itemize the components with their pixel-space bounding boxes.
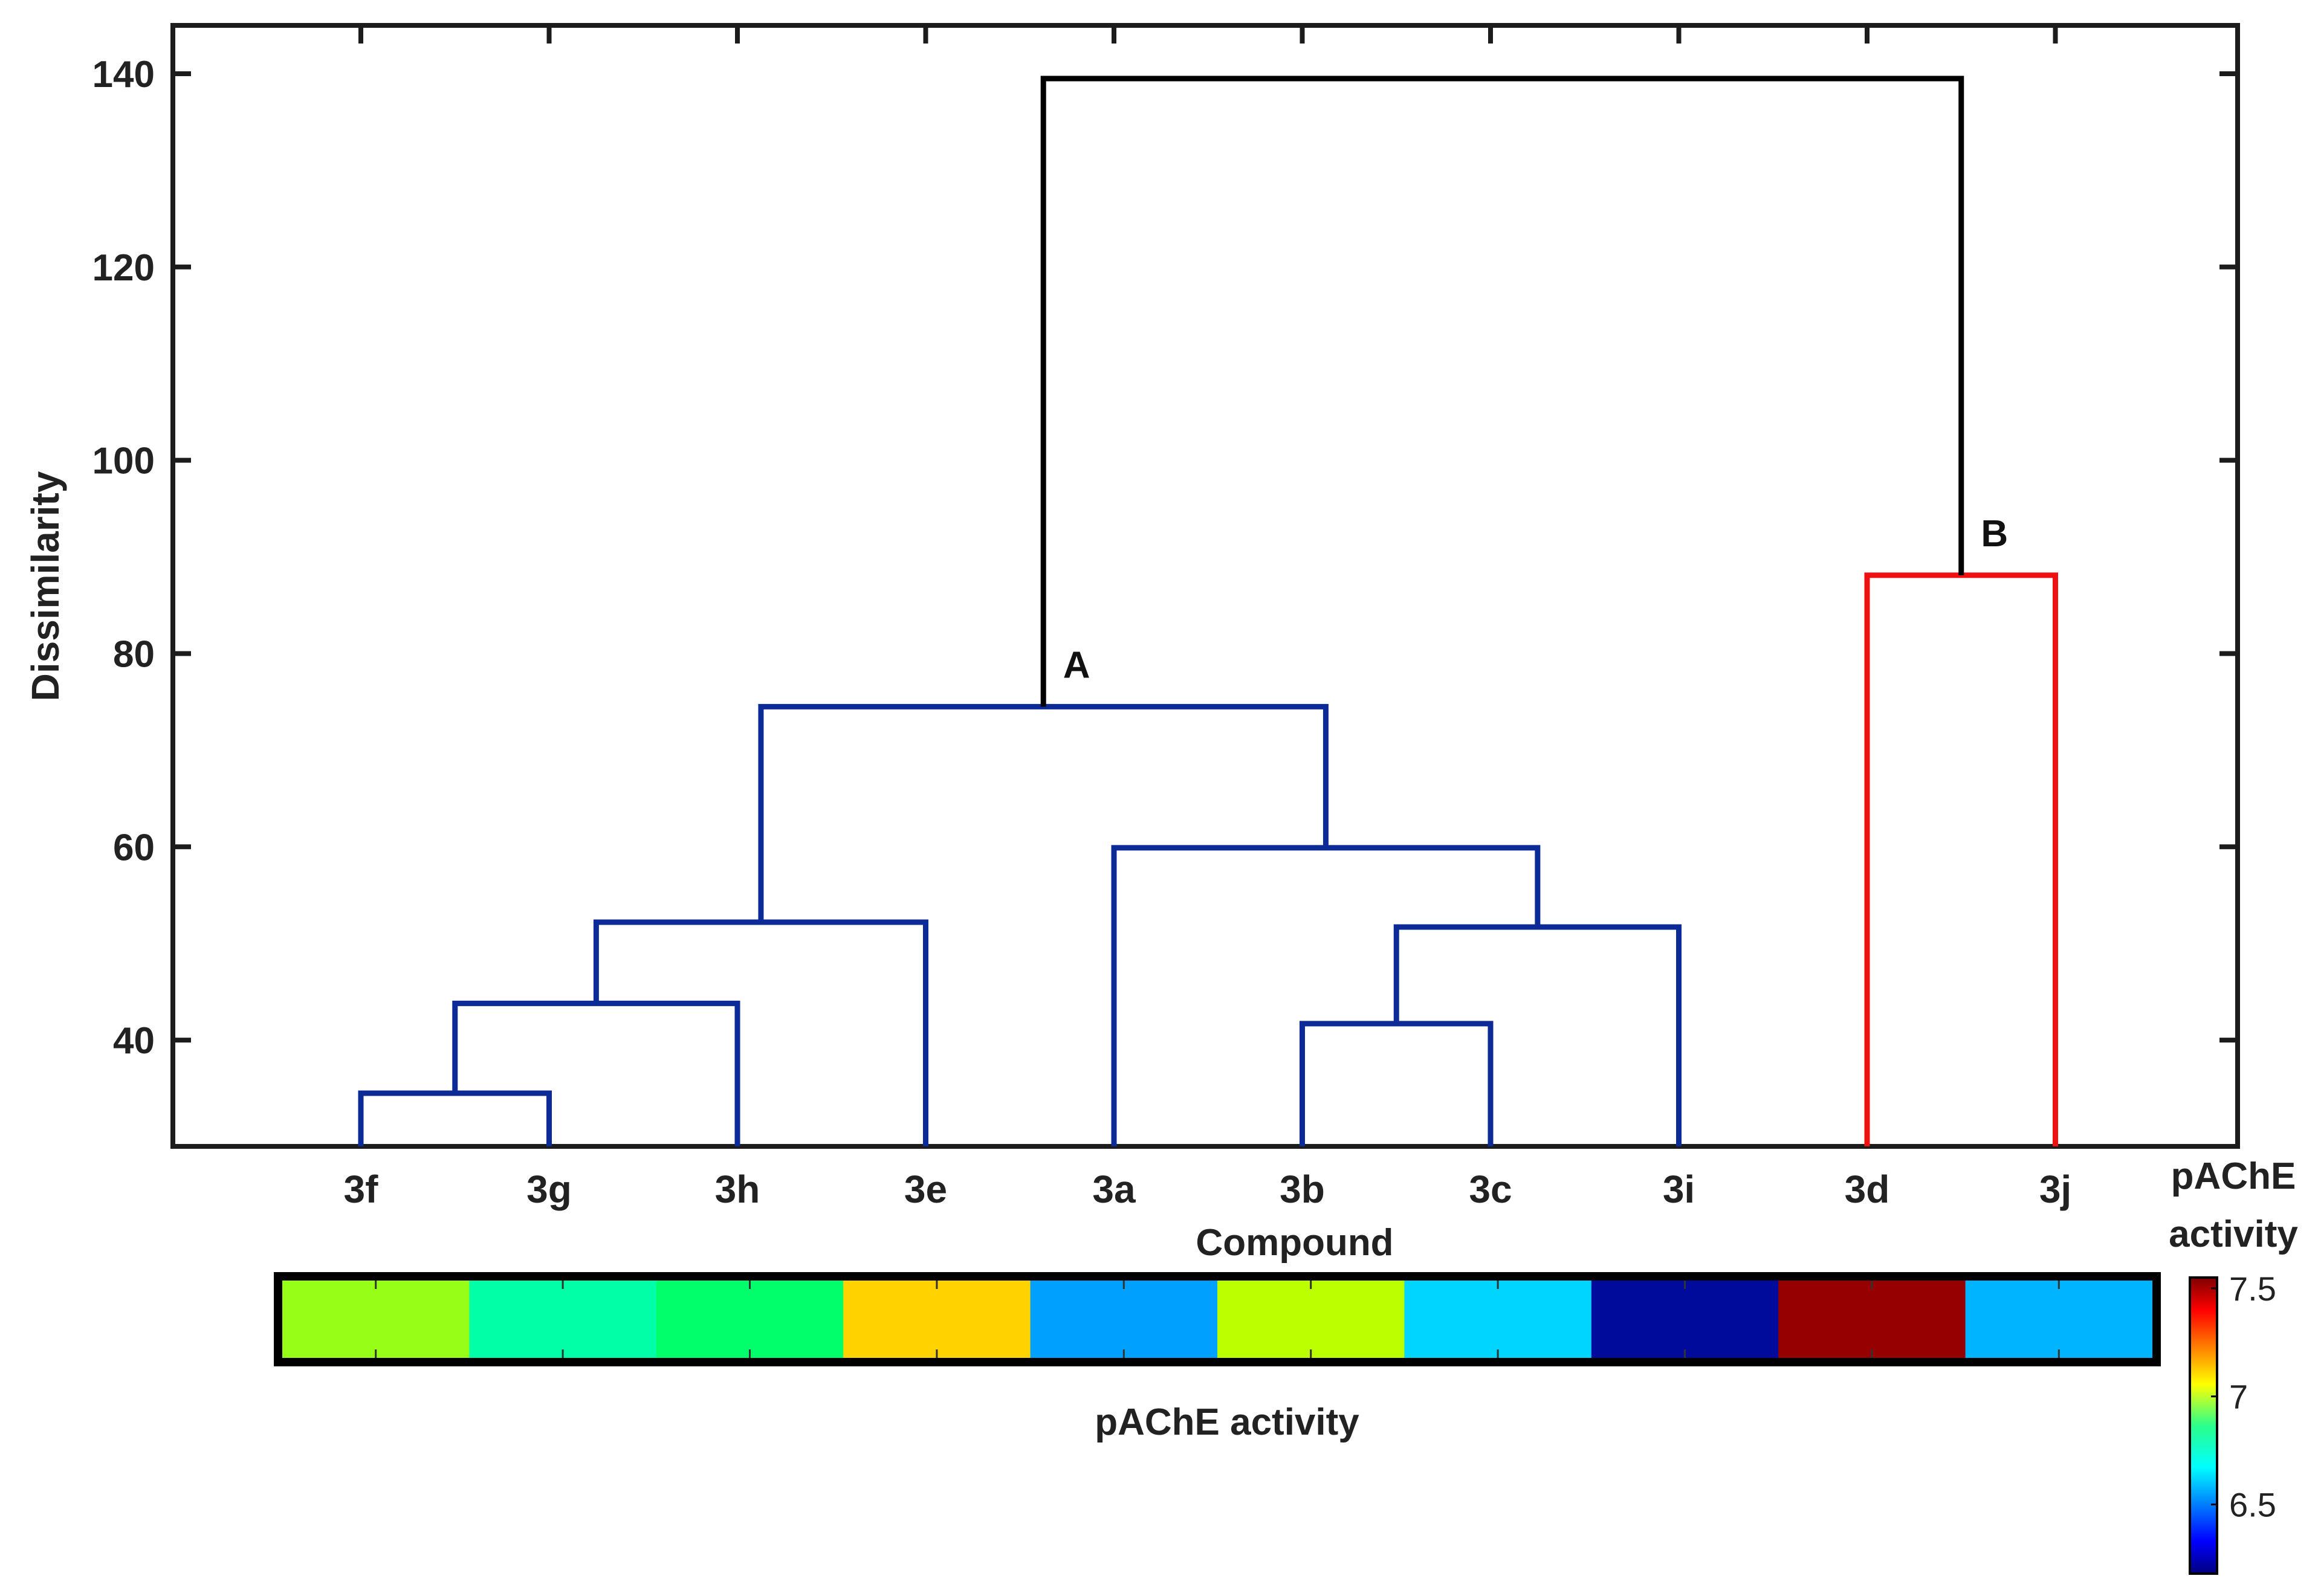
leaf-label-3b: 3b [1280,1168,1325,1211]
leaf-label-3g: 3g [526,1168,572,1211]
heatmap-cell-3a [1030,1281,1218,1358]
heatmap-strip [282,1281,2153,1358]
heatmap-frame [274,1272,2161,1366]
heatmap-cell-3f [282,1281,470,1358]
y-tick-label: 100 [92,441,155,482]
heatmap-cell-3i [1591,1281,1779,1358]
colorbar-tick-label: 7 [2229,1378,2248,1416]
dendrogram-link-A-B [1040,76,1964,707]
cluster-label-A: A [1063,644,1090,686]
colorbar-ticks: 6.5 7 7.5 [2211,1270,2276,1524]
heatmap-label: pAChE activity [1095,1401,1359,1443]
leaf-label-3d: 3d [1845,1168,1890,1211]
y-axis-label: Dissimilarity [24,471,67,701]
leaf-label-3a: 3a [1092,1168,1136,1211]
dendrogram-link-3f-3g [358,1090,552,1146]
plot-frame [170,23,2240,1149]
colorbar-title-line2: activity [2169,1213,2298,1255]
y-tick-label: 60 [113,827,155,868]
leaf-label-3h: 3h [715,1168,760,1211]
leaf-label-3j: 3j [2039,1168,2071,1211]
colorbar-tick-label: 7.5 [2229,1270,2276,1308]
y-tick-label: 40 [113,1020,155,1062]
dendrogram-link-3f+3g-3h [452,1000,740,1146]
dendrogram-link-3b+3c-3i [1393,924,1682,1146]
dendrogram-links [358,76,2058,1146]
cluster-labels: AB [1063,513,2008,686]
leaf-label-3c: 3c [1469,1168,1512,1211]
leaf-labels: 3f 3g 3h 3e 3a 3b 3c 3i 3d 3j [344,1168,2072,1211]
x-axis-label: Compound [1196,1222,1393,1264]
y-tick-label: 120 [92,247,155,289]
heatmap-cell-3e [843,1281,1031,1358]
heatmap-cell-3g [469,1281,657,1358]
heatmap-cell-3b [1217,1281,1405,1358]
colorbar-tick-label: 6.5 [2229,1486,2276,1524]
colorbar-title-line1: pAChE [2171,1155,2296,1197]
heatmap-cell-3c [1404,1281,1592,1358]
y-axis: 40 60 80 100 120 140 [92,25,2238,1146]
heatmap-cell-3d [1778,1281,1966,1358]
y-tick-label: 80 [113,633,155,675]
cluster-label-B: B [1981,513,2008,555]
colorbar [2189,1276,2218,1575]
y-tick-label: 140 [92,54,155,95]
dendrogram-link-3b-3c [1300,1021,1494,1146]
dendrogram-link-3a-3b+3c+3i [1111,845,1541,1146]
heatmap-cell-3j [1965,1281,2153,1358]
leaf-label-3e: 3e [904,1168,947,1211]
leaf-label-3f: 3f [344,1168,379,1211]
heatmap-cell-3h [656,1281,844,1358]
leaf-label-3i: 3i [1663,1168,1695,1211]
